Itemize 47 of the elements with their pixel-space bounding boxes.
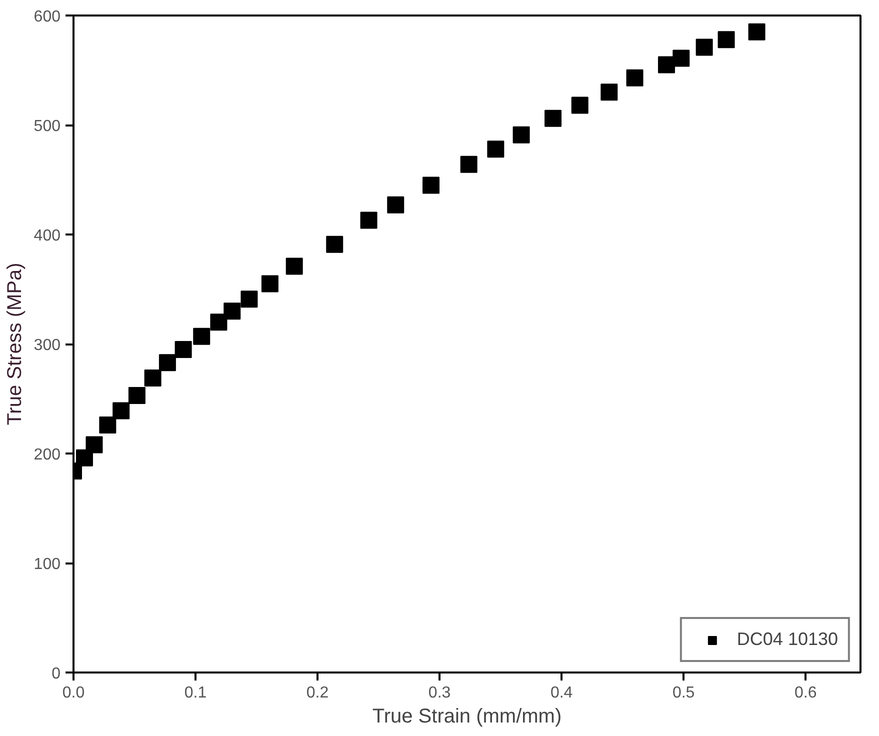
y-tick-label: 200 (34, 446, 61, 464)
point (224, 302, 241, 320)
x-tick-label: 0.1 (184, 684, 207, 702)
point (286, 258, 303, 275)
legend-label: DC04 10130 (736, 629, 838, 650)
point (512, 126, 530, 144)
x-tick-label: 0.0 (62, 684, 85, 702)
point (626, 69, 644, 86)
point (360, 212, 378, 229)
point (261, 275, 278, 292)
point (144, 369, 162, 386)
point (718, 31, 735, 48)
point (86, 436, 103, 454)
y-tick-label: 500 (34, 118, 61, 135)
point (600, 84, 618, 101)
y-tick-label: 300 (34, 337, 61, 354)
point (99, 416, 116, 434)
point (387, 196, 404, 214)
x-tick-label: 0.6 (794, 684, 817, 702)
point (487, 140, 504, 158)
x-tick-label: 0.4 (550, 684, 573, 702)
y-axis-title: True Stress (MPa) (4, 262, 26, 426)
y-tick-label: 400 (34, 228, 61, 244)
point (326, 236, 344, 253)
point (76, 449, 93, 466)
point (422, 176, 440, 194)
point (460, 156, 478, 173)
y-tick-label: 0 (52, 666, 61, 682)
y-tick-label: 600 (34, 8, 61, 26)
point (571, 96, 588, 114)
x-tick-label: 0.5 (672, 684, 695, 702)
point (240, 290, 258, 308)
point (696, 38, 713, 56)
point (672, 50, 690, 67)
point (193, 328, 210, 345)
x-tick-label: 0.2 (306, 684, 329, 702)
x-tick-label: 0.3 (428, 684, 451, 702)
point (544, 110, 562, 127)
y-tick-label: 100 (34, 556, 61, 573)
point (210, 314, 228, 331)
point (158, 354, 176, 372)
point (658, 56, 675, 74)
point (112, 402, 130, 420)
point (128, 386, 146, 404)
point (748, 23, 766, 40)
x-axis-title: True Strain (mm/mm) (372, 706, 562, 728)
point (174, 340, 192, 358)
